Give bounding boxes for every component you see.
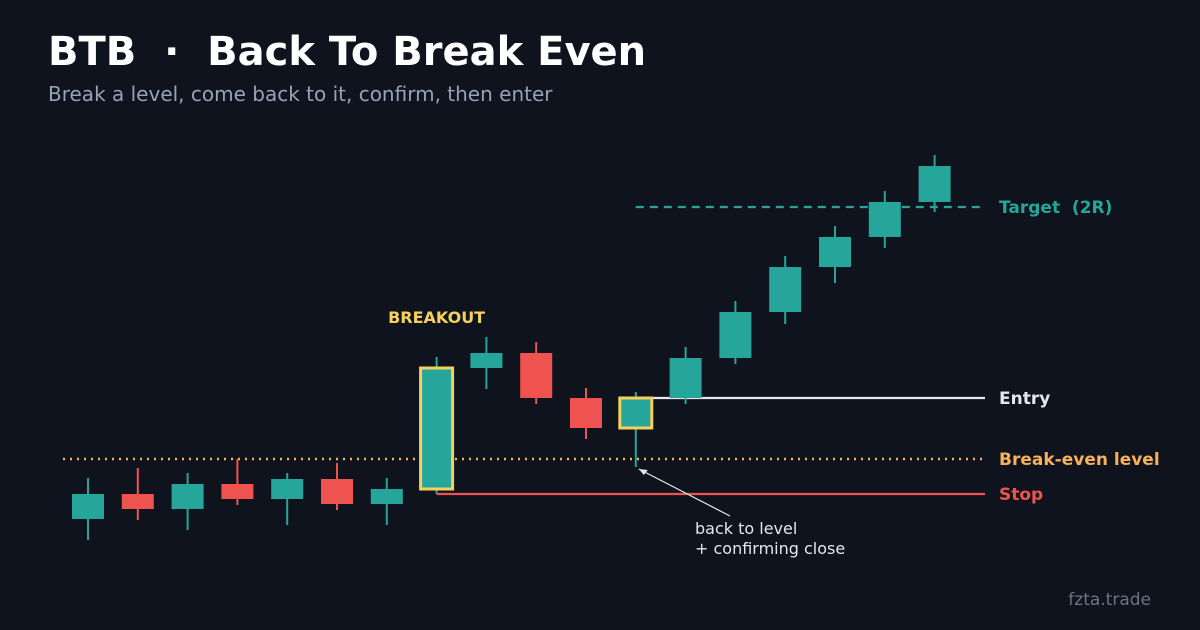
chart-title: BTB · Back To Break Even [48, 29, 646, 75]
annotation-arrowhead [638, 469, 648, 475]
level-label: Break-even level [999, 450, 1160, 470]
chart-subtitle: Break a level, come back to it, confirm,… [48, 82, 553, 106]
level-label: Target (2R) [999, 198, 1112, 218]
candle-body [370, 489, 403, 504]
candle-body [221, 484, 254, 499]
candle-body [470, 353, 503, 368]
candle-body [669, 358, 702, 398]
candle-body [419, 366, 455, 491]
annotation: + confirming close [695, 539, 845, 558]
watermark: fzta.trade [1068, 590, 1151, 610]
candle-body [719, 312, 752, 358]
candle-body [918, 166, 951, 202]
candle-body [618, 396, 654, 430]
candle-body [171, 484, 204, 509]
candle-body [271, 479, 304, 499]
candle-body [868, 202, 901, 237]
level-label: Entry [999, 389, 1050, 409]
candle-body [321, 479, 353, 504]
candle-body [819, 237, 851, 267]
annotation-arrow [638, 468, 731, 517]
candle-body [121, 494, 154, 509]
annotation: back to level [695, 519, 797, 538]
candle-body [570, 398, 602, 428]
candle-body [520, 353, 553, 398]
annotation: BREAKOUT [388, 308, 485, 327]
level-label: Stop [999, 485, 1043, 505]
candle-body [72, 494, 104, 519]
candle-body [769, 267, 802, 312]
